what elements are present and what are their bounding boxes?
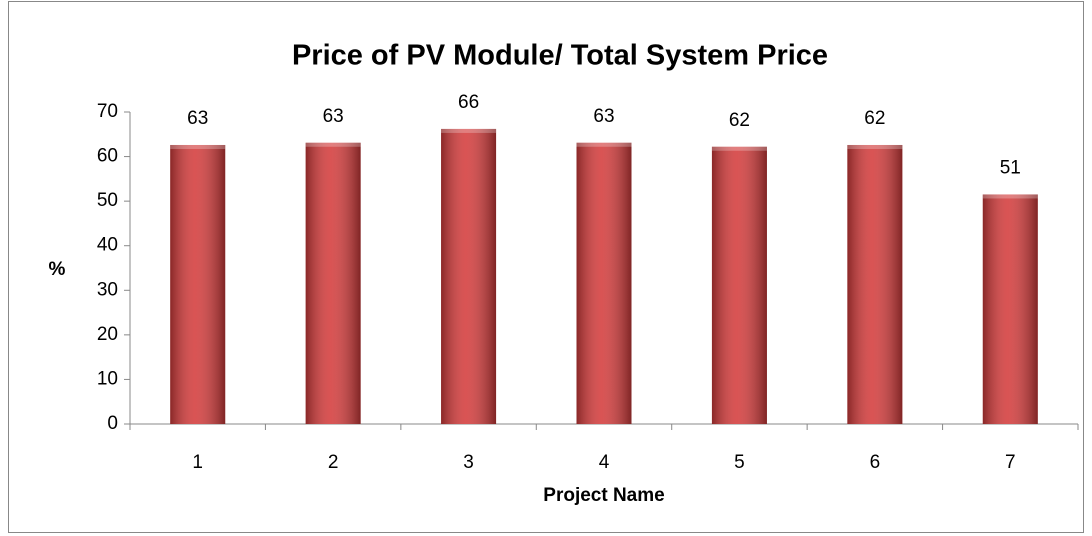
y-axis-title: % xyxy=(49,259,66,280)
chart-title: Price of PV Module/ Total System Price xyxy=(292,40,828,72)
x-tick-label: 5 xyxy=(734,452,745,473)
data-label: 62 xyxy=(864,108,885,129)
bar-cap xyxy=(847,144,903,149)
x-tick-label: 7 xyxy=(1005,452,1016,473)
bar-cap xyxy=(170,144,226,149)
data-label: 51 xyxy=(1000,157,1021,178)
bar-shade xyxy=(711,146,767,424)
x-tick-label: 1 xyxy=(192,452,203,473)
bar-shade xyxy=(847,144,903,425)
y-tick-label: 70 xyxy=(97,101,118,122)
y-tick-label: 30 xyxy=(97,279,118,300)
y-tick-label: 0 xyxy=(107,413,118,434)
y-tick-label: 60 xyxy=(97,146,118,167)
y-tick-label: 20 xyxy=(97,324,118,345)
data-label: 63 xyxy=(323,106,344,127)
bar-cap xyxy=(305,142,361,147)
data-label: 66 xyxy=(458,92,479,113)
data-label: 63 xyxy=(187,108,208,129)
bar-cap xyxy=(441,128,497,133)
bar-shade xyxy=(576,142,632,425)
x-tick-label: 3 xyxy=(463,452,474,473)
bar-shade xyxy=(305,142,361,425)
x-tick-label: 4 xyxy=(599,452,610,473)
y-tick-label: 50 xyxy=(97,190,118,211)
x-axis-title: Project Name xyxy=(543,485,664,506)
x-tick-label: 6 xyxy=(870,452,881,473)
chart-border xyxy=(8,1,1084,533)
bar-shade xyxy=(982,194,1038,424)
x-tick-label: 2 xyxy=(328,452,339,473)
bar-cap xyxy=(576,142,632,147)
bar-shade xyxy=(170,144,226,425)
data-label: 62 xyxy=(729,110,750,131)
y-tick-label: 40 xyxy=(97,235,118,256)
data-label: 63 xyxy=(593,106,614,127)
bar-cap xyxy=(711,146,767,151)
bar-cap xyxy=(982,194,1038,199)
y-tick-label: 10 xyxy=(97,368,118,389)
bar-shade xyxy=(441,128,497,425)
